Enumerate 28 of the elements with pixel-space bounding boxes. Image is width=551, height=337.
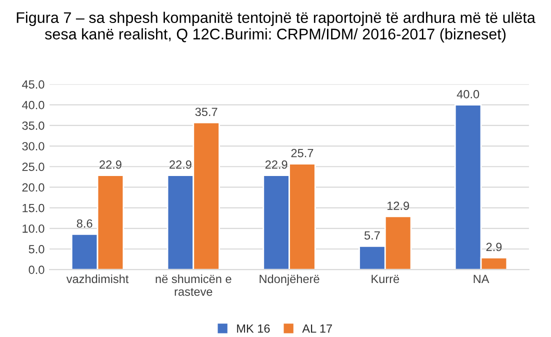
data-label: 35.7 <box>195 108 218 116</box>
y-tick-label: 45.0 <box>22 80 44 89</box>
y-tick-label: 25.0 <box>22 162 44 172</box>
x-tick-label: vazhdimisht <box>66 274 129 284</box>
x-tick-label: NA <box>474 274 490 284</box>
legend-label: MK 16 <box>237 324 270 333</box>
y-tick-label: 40.0 <box>22 100 44 110</box>
data-label: 40.0 <box>456 90 480 98</box>
data-label: 22.9 <box>170 160 192 169</box>
data-label: 8.6 <box>76 219 92 228</box>
y-tick-label: 15.0 <box>22 204 44 212</box>
y-tick-label: 10.0 <box>22 224 44 233</box>
x-tick-label: në shumicën e rasteve <box>156 274 232 296</box>
data-label: 12.9 <box>388 202 410 210</box>
y-tick-label: 35.0 <box>22 121 44 130</box>
data-label: 25.7 <box>291 148 314 158</box>
data-label: 22.9 <box>265 160 288 169</box>
data-label: 22.9 <box>100 160 122 169</box>
legend-label: AL 17 <box>302 324 332 333</box>
y-tick-label: 0.0 <box>28 266 44 274</box>
x-tick-label: Kurrë <box>372 274 400 284</box>
data-label: 5.7 <box>364 231 380 240</box>
y-tick-label: 30.0 <box>22 142 44 150</box>
y-tick-label: 5.0 <box>28 245 44 254</box>
chart-title: Figura 7 – sa shpesh kompanitë tentojnë të raportojnë të ardhura më të ulëta sesa kanë realisht, Q 12C.Burimi: CRPM/IDM/ 2016-2017 (bizneset) <box>16 12 536 42</box>
y-tick-label: 20.0 <box>22 183 44 192</box>
data-label: 2.9 <box>486 242 502 252</box>
x-tick-label: Ndonjëherë <box>260 274 320 286</box>
